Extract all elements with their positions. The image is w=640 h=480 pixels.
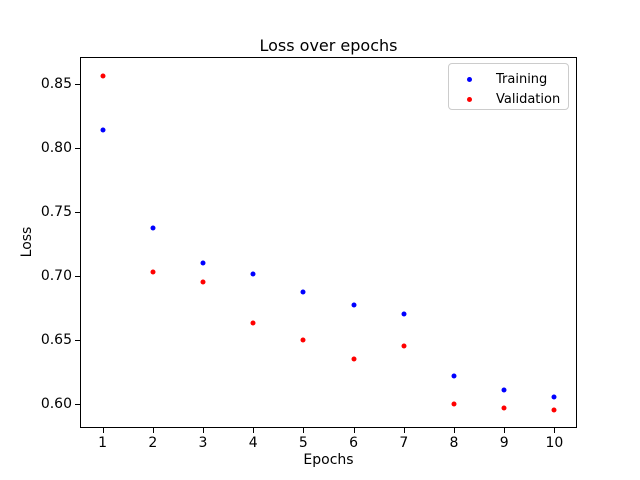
x-tick (504, 428, 506, 433)
x-tick (202, 428, 204, 433)
x-tick-label: 5 (298, 435, 308, 451)
x-tick-label: 8 (449, 435, 459, 451)
legend-entry-validation: Validation (449, 89, 568, 109)
y-tick-label: 0.60 (40, 395, 72, 412)
y-axis-label: Loss (19, 226, 35, 258)
data-point-validation (300, 337, 306, 343)
data-point-validation (401, 343, 407, 349)
x-tick (403, 428, 405, 433)
x-tick-label: 7 (399, 435, 409, 451)
y-tick (75, 147, 80, 149)
data-point-training (100, 127, 106, 133)
y-tick (75, 339, 80, 341)
y-tick-label: 0.75 (40, 203, 72, 220)
data-point-training (200, 260, 206, 266)
data-point-validation (100, 73, 106, 79)
x-axis-label: Epochs (303, 452, 354, 468)
y-tick-label: 0.65 (40, 331, 72, 348)
x-tick (554, 428, 556, 433)
legend-entry-training: Training (449, 69, 568, 89)
data-point-training (501, 387, 507, 393)
data-point-validation (150, 269, 156, 275)
y-tick (75, 275, 80, 277)
chart-title: Loss over epochs (259, 36, 398, 55)
legend-marker-validation (467, 96, 472, 102)
legend-label-training: Training (496, 71, 548, 87)
y-tick (75, 83, 80, 85)
data-point-training (351, 302, 357, 308)
y-tick-label: 0.80 (40, 139, 72, 156)
y-tick-label: 0.85 (40, 75, 72, 92)
data-point-training (401, 311, 407, 317)
x-tick (253, 428, 255, 433)
legend: Training Validation (448, 63, 569, 110)
x-tick (303, 428, 305, 433)
data-point-validation (551, 407, 557, 413)
x-tick-label: 9 (499, 435, 509, 451)
data-point-validation (451, 401, 457, 407)
x-tick-label: 4 (248, 435, 258, 451)
x-tick (353, 428, 355, 433)
x-tick-label: 6 (349, 435, 359, 451)
x-tick (454, 428, 455, 433)
y-tick (75, 403, 80, 405)
data-point-validation (250, 320, 256, 326)
data-point-training (300, 289, 306, 295)
x-tick (102, 428, 104, 433)
plot-area (80, 57, 577, 428)
x-tick-label: 2 (148, 435, 158, 451)
data-point-training (150, 225, 156, 231)
x-tick-label: 3 (198, 435, 208, 451)
y-tick-label: 0.70 (40, 267, 72, 284)
legend-marker-training (467, 76, 472, 82)
x-tick-label: 10 (545, 435, 564, 451)
legend-label-validation: Validation (496, 91, 561, 107)
data-point-validation (200, 279, 206, 285)
x-tick-label: 1 (98, 435, 108, 451)
data-point-validation (351, 356, 357, 362)
x-tick (152, 428, 154, 433)
data-point-training (250, 271, 256, 277)
data-point-training (551, 394, 557, 400)
y-tick (75, 211, 80, 213)
data-point-training (451, 373, 457, 379)
data-point-validation (501, 405, 507, 411)
